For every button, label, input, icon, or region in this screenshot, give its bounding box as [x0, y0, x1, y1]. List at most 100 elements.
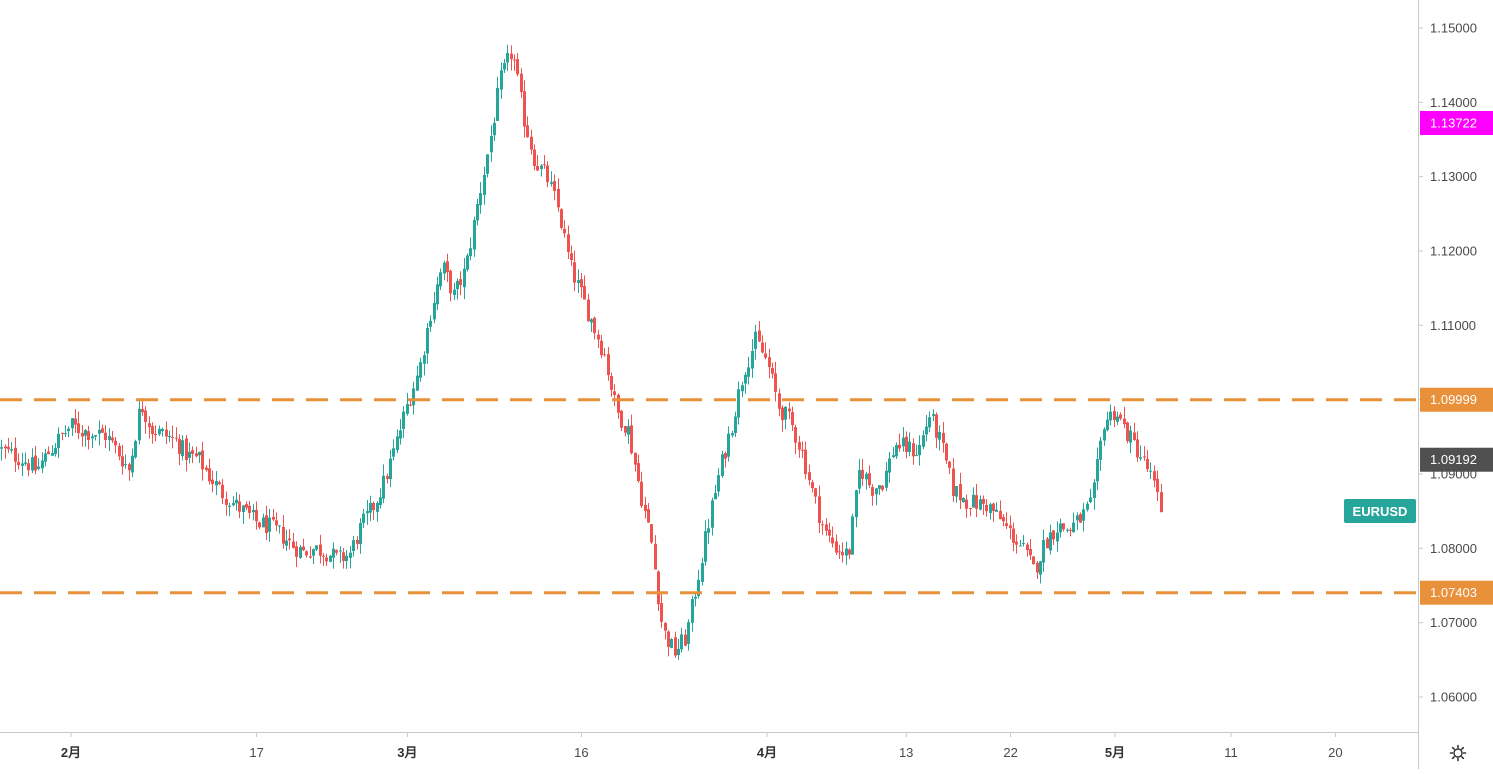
- candle: [165, 421, 168, 444]
- candle: [1012, 522, 1015, 552]
- candle: [1099, 436, 1102, 472]
- candle: [771, 362, 774, 379]
- candle: [1049, 524, 1052, 555]
- candle: [27, 458, 30, 477]
- candle: [885, 461, 888, 492]
- candle: [479, 181, 482, 214]
- candle: [151, 422, 154, 444]
- candle: [999, 500, 1002, 520]
- candle: [292, 532, 295, 549]
- candle: [734, 411, 737, 438]
- candle: [14, 437, 17, 472]
- candle: [774, 361, 777, 402]
- x-tick-label: 16: [574, 745, 588, 760]
- candle: [510, 45, 513, 71]
- candle: [610, 372, 613, 397]
- candle: [979, 495, 982, 511]
- candle: [486, 154, 489, 178]
- candle: [858, 459, 861, 494]
- candle: [352, 535, 355, 557]
- time-axis[interactable]: 2月 17 3月 16 4月 13 22 5月 11 20: [61, 732, 1343, 760]
- candle: [201, 441, 204, 481]
- candle: [905, 431, 908, 459]
- candle: [47, 446, 50, 455]
- candle: [918, 435, 921, 466]
- x-tick-label: 17: [249, 745, 263, 760]
- candle: [44, 448, 47, 467]
- candle: [570, 245, 573, 266]
- candle: [195, 446, 198, 458]
- candle: [851, 513, 854, 555]
- x-tick-label: 20: [1328, 745, 1342, 760]
- candle: [232, 496, 235, 507]
- candle: [694, 592, 697, 607]
- candle: [419, 357, 422, 382]
- candle: [265, 505, 268, 541]
- candle: [600, 334, 603, 359]
- candle: [788, 402, 791, 420]
- candle: [915, 444, 918, 457]
- candle: [463, 258, 466, 300]
- candle: [245, 501, 248, 511]
- candle: [657, 570, 660, 611]
- candle: [995, 502, 998, 512]
- candle: [593, 316, 596, 340]
- y-tick-label: 1.12000: [1430, 244, 1477, 259]
- candle: [1069, 527, 1072, 537]
- candle: [446, 253, 449, 283]
- candle: [1103, 427, 1106, 446]
- candle: [1036, 560, 1039, 580]
- candle: [908, 432, 911, 457]
- candle: [1113, 406, 1116, 427]
- candle: [1062, 523, 1065, 532]
- candle: [21, 452, 24, 477]
- candle: [1133, 422, 1136, 441]
- candle: [650, 524, 653, 544]
- candle: [898, 433, 901, 452]
- candle: [962, 497, 965, 503]
- candle: [61, 432, 64, 441]
- settings-gear-icon[interactable]: [1449, 744, 1467, 762]
- candle: [1086, 501, 1089, 512]
- candle: [288, 529, 291, 550]
- candle: [1032, 556, 1035, 565]
- candle: [349, 545, 352, 569]
- candle: [868, 465, 871, 489]
- candle: [94, 434, 97, 441]
- candle: [955, 485, 958, 503]
- candle: [235, 492, 238, 511]
- candle: [640, 471, 643, 509]
- candle: [1126, 421, 1129, 444]
- last-price-badge: 1.09192: [1420, 447, 1493, 472]
- candle: [660, 592, 663, 628]
- candle: [1052, 529, 1055, 546]
- y-tick-label: 1.07000: [1430, 615, 1477, 630]
- candle: [1156, 470, 1159, 501]
- candle: [412, 381, 415, 415]
- candle: [861, 459, 864, 486]
- candle: [322, 553, 325, 566]
- candle: [654, 535, 657, 570]
- candle: [617, 393, 620, 419]
- candle: [945, 442, 948, 464]
- candle: [191, 446, 194, 464]
- candle: [312, 548, 315, 565]
- candle: [98, 420, 101, 446]
- candle: [449, 269, 452, 302]
- candle: [406, 392, 409, 416]
- candle: [359, 518, 362, 554]
- candle: [138, 400, 141, 445]
- candle: [717, 468, 720, 497]
- candle: [587, 293, 590, 322]
- candle: [278, 525, 281, 534]
- candle: [198, 451, 201, 464]
- candle: [543, 154, 546, 169]
- candle: [443, 260, 446, 281]
- candle: [714, 484, 717, 500]
- candle: [590, 317, 593, 332]
- series-symbol-label[interactable]: EURUSD: [1344, 499, 1416, 523]
- candle: [500, 62, 503, 99]
- candle: [707, 519, 710, 545]
- y-tick-label: 1.11000: [1430, 318, 1476, 333]
